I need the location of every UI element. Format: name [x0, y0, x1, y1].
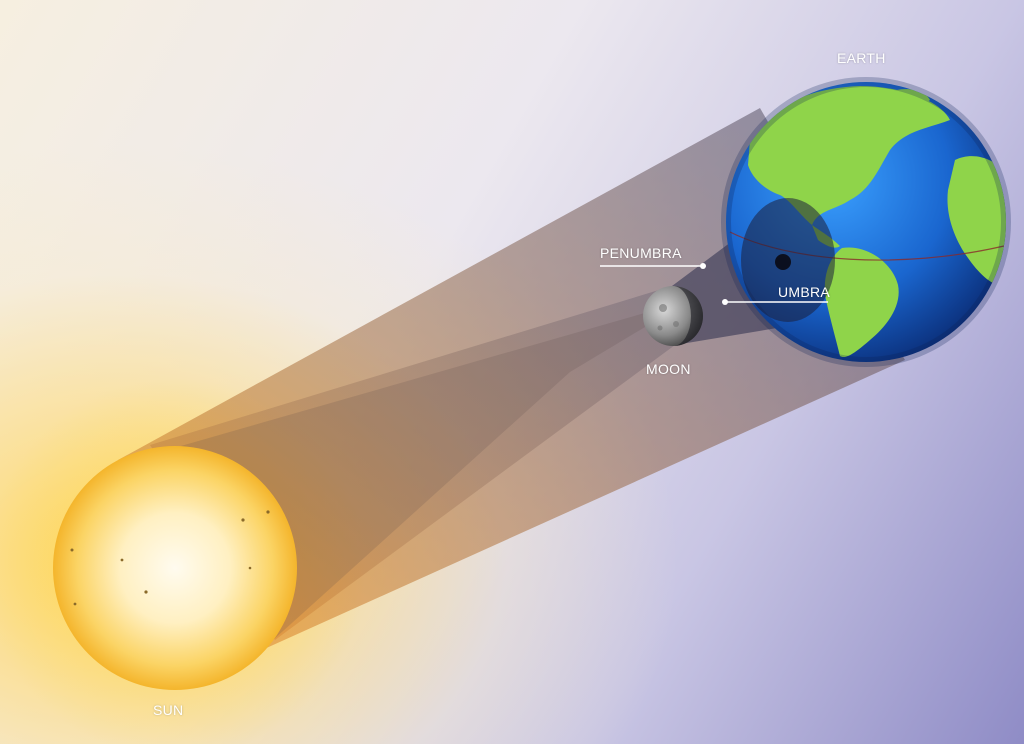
- africa-landmass: [947, 156, 1006, 286]
- south-america-landmass: [824, 247, 899, 358]
- umbra-label: UMBRA: [778, 284, 831, 300]
- umbra-leader: [722, 299, 828, 305]
- umbra-shadow: [775, 254, 791, 270]
- sun-label: SUN: [153, 702, 184, 718]
- earth-label: EARTH: [837, 50, 886, 66]
- moon: [643, 286, 703, 346]
- north-america-landmass: [748, 86, 950, 225]
- penumbra-label: PENUMBRA: [600, 245, 682, 261]
- greenland-landmass: [890, 89, 930, 107]
- penumbra-leader: [600, 263, 706, 269]
- moon-label: MOON: [646, 361, 691, 377]
- sun: [53, 446, 297, 690]
